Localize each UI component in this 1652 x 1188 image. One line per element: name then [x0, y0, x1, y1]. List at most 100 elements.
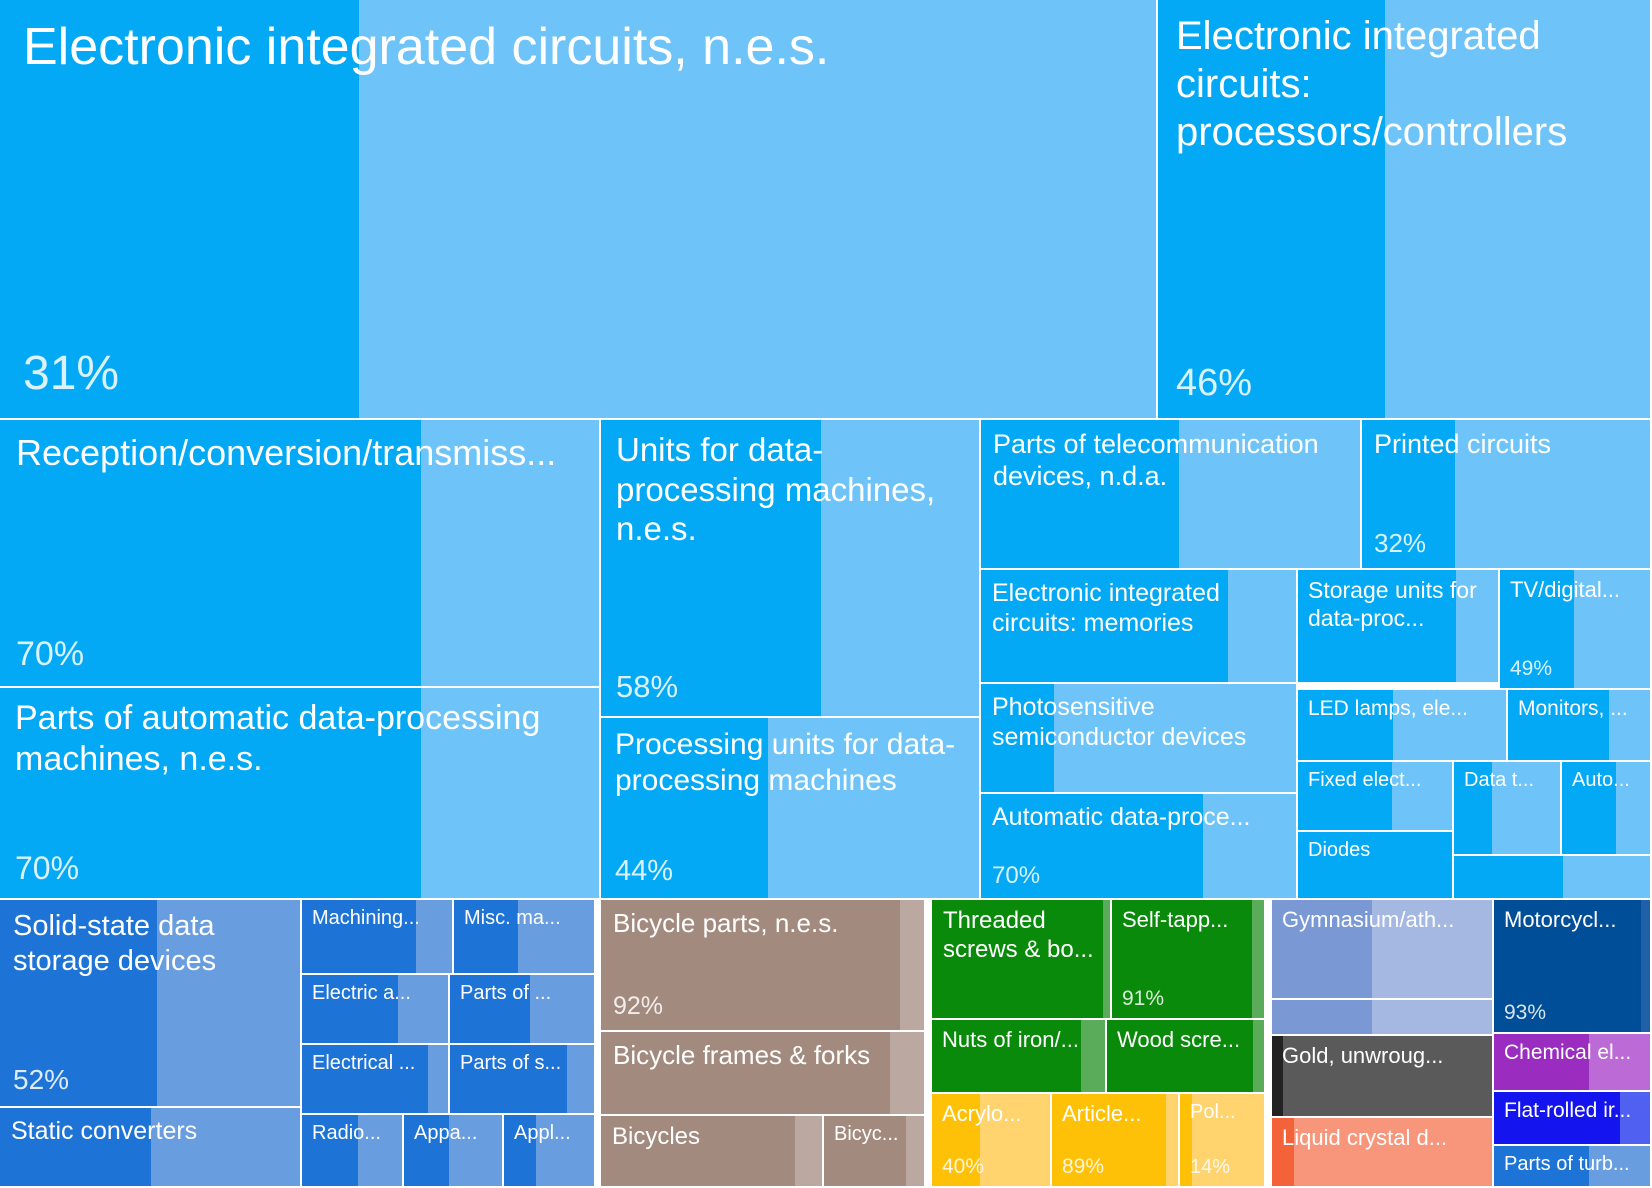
tile-22-machining[interactable]: Machining... — [302, 900, 454, 975]
tile-42-gymnasium-ath[interactable]: Gymnasium/ath... — [1272, 900, 1494, 1000]
tile-label: Processing units for data-processing mac… — [615, 728, 956, 797]
tile-45-liquid-crystal-d[interactable]: Liquid crystal d... — [1272, 1118, 1494, 1188]
tile-31-bicycle-parts-n-e-s[interactable]: Bicycle parts, n.e.s. 92% — [601, 900, 926, 1032]
tile-14-automatic-data-proce[interactable]: Automatic data-proce... 70% — [981, 794, 1298, 900]
share-percent: 32% — [1374, 528, 1427, 558]
tile-label: Acrylo... — [942, 1101, 1022, 1126]
tile-39-acrylo[interactable]: Acrylo... 40% — [932, 1094, 1052, 1188]
share-fill — [1494, 900, 1641, 1032]
tile-2-reception-conversion-transmiss[interactable]: Reception/conversion/transmiss... 70% — [0, 420, 601, 688]
tile-label: Article... — [1062, 1101, 1142, 1126]
tile-label: Diodes — [1308, 839, 1371, 861]
tile-40-article[interactable]: Article... 89% — [1052, 1094, 1180, 1188]
share-percent: 40% — [942, 1155, 985, 1178]
tile-label: Electrical ... — [312, 1052, 416, 1074]
tile-36-self-tapp[interactable]: Self-tapp... 91% — [1112, 900, 1266, 1020]
tile-21-static-converters[interactable]: Static converters — [0, 1108, 302, 1188]
tile-16-data-t[interactable]: Data t... — [1454, 762, 1562, 856]
share-fill — [1298, 570, 1456, 682]
tile-label: Radio... — [312, 1122, 381, 1144]
tile-7-printed-circuits[interactable]: Printed circuits 32% — [1362, 420, 1652, 570]
tile-25-parts-of[interactable]: Parts of ... — [450, 975, 596, 1045]
tile-35-threaded-screws-bo[interactable]: Threaded screws & bo... — [932, 900, 1112, 1020]
share-fill — [601, 420, 822, 716]
tile-label: Parts of ... — [460, 982, 552, 1004]
tile-46-motorcycl[interactable]: Motorcycl... 93% — [1494, 900, 1652, 1034]
share-fill — [0, 420, 421, 686]
tile-32-bicycle-frames-forks[interactable]: Bicycle frames & forks — [601, 1032, 926, 1116]
tile-label: Gymnasium/ath... — [1282, 907, 1455, 932]
share-percent: 70% — [15, 850, 80, 886]
share-fill — [1272, 1118, 1295, 1186]
share-fill — [824, 1116, 906, 1186]
share-fill — [1272, 1036, 1284, 1116]
share-fill — [1494, 1146, 1589, 1186]
tile-37-nuts-of-iron[interactable]: Nuts of iron/... — [932, 1020, 1107, 1094]
tile-13-monitors[interactable]: Monitors, ... — [1508, 690, 1652, 762]
tile-label: Appa... — [414, 1122, 478, 1144]
share-percent: 46% — [1176, 362, 1253, 404]
tile-17-auto[interactable]: Auto... — [1562, 762, 1652, 856]
share-fill — [1272, 1000, 1372, 1034]
tile-label: Auto... — [1572, 769, 1630, 791]
tile-49-parts-of-turb[interactable]: Parts of turb... — [1494, 1146, 1652, 1188]
tile-44-gold-unwroug[interactable]: Gold, unwroug... — [1272, 1036, 1494, 1118]
tile-11-photosensitive-semiconductor-devices[interactable]: Photosensitive semiconductor devices — [981, 684, 1298, 794]
tile-label: Bicycles — [612, 1123, 701, 1150]
share-fill — [601, 1032, 891, 1114]
tile-0-electronic-integrated-circuits-n-e-s[interactable]: Electronic integrated circuits, n.e.s. 31… — [0, 0, 1158, 420]
tile-23-misc-ma[interactable]: Misc. ma... — [454, 900, 596, 975]
share-fill — [1298, 762, 1392, 830]
tile-label: Bicycle parts, n.e.s. — [613, 908, 839, 938]
tile-34-bicyc[interactable]: Bicyc... — [824, 1116, 926, 1188]
tile-label: Parts of automatic data-processing machi… — [15, 699, 541, 778]
share-fill — [932, 1094, 980, 1186]
tile-label: Misc. ma... — [464, 907, 561, 929]
tile-label: Electronic integrated circuits, n.e.s. — [23, 18, 830, 76]
tile-48-flat-rolled-ir[interactable]: Flat-rolled ir... — [1494, 1092, 1652, 1146]
tile-33-bicycles[interactable]: Bicycles — [601, 1116, 824, 1188]
tile-1-electronic-integrated-circuits-processor[interactable]: Electronic integrated circuits: processo… — [1158, 0, 1652, 420]
tile-12-led-lamps-ele[interactable]: LED lamps, ele... — [1298, 690, 1508, 762]
tile-6-parts-of-telecommunication-devices-n-d-a[interactable]: Parts of telecommunication devices, n.d.… — [981, 420, 1362, 570]
tile-label: Pol... — [1190, 1101, 1236, 1123]
tile-18-diodes[interactable]: Diodes — [1298, 832, 1454, 900]
tile-43-unlabeled[interactable] — [1272, 1000, 1494, 1036]
tile-20-solid-state-data-storage-devices[interactable]: Solid-state data storage devices 52% — [0, 900, 302, 1108]
share-percent: 93% — [1504, 1001, 1547, 1024]
tile-label: Bicycle frames & forks — [613, 1040, 871, 1070]
share-fill — [1298, 690, 1393, 760]
share-fill — [1298, 832, 1452, 898]
tile-8-electronic-integrated-circuits-memories[interactable]: Electronic integrated circuits: memories — [981, 570, 1298, 684]
share-fill — [1272, 900, 1372, 998]
tile-4-units-for-data-processing-machines-n-e-s[interactable]: Units for data-processing machines, n.e.… — [601, 420, 981, 718]
tile-27-parts-of-s[interactable]: Parts of s... — [450, 1045, 596, 1115]
tile-29-appa[interactable]: Appa... — [404, 1115, 504, 1188]
share-fill — [1454, 856, 1563, 898]
tile-41-pol[interactable]: Pol... 14% — [1180, 1094, 1266, 1188]
tile-24-electric-a[interactable]: Electric a... — [302, 975, 450, 1045]
share-percent: 49% — [1510, 657, 1553, 680]
tile-label: Automatic data-proce... — [992, 803, 1251, 831]
tile-19-unlabeled[interactable] — [1454, 856, 1652, 900]
share-fill — [1500, 570, 1575, 688]
tile-label: Electric a... — [312, 982, 411, 1004]
tile-30-appl[interactable]: Appl... — [504, 1115, 596, 1188]
tile-10-tv-digital[interactable]: TV/digital... 49% — [1500, 570, 1652, 690]
tile-28-radio[interactable]: Radio... — [302, 1115, 404, 1188]
tile-26-electrical[interactable]: Electrical ... — [302, 1045, 450, 1115]
tile-3-parts-of-automatic-data-processing-machi[interactable]: Parts of automatic data-processing machi… — [0, 688, 601, 900]
tile-5-processing-units-for-data-processing-mac[interactable]: Processing units for data-processing mac… — [601, 718, 981, 900]
tile-47-chemical-el[interactable]: Chemical el... — [1494, 1034, 1652, 1092]
tile-label: Nuts of iron/... — [942, 1027, 1079, 1052]
tile-label: Parts of turb... — [1504, 1153, 1630, 1175]
tile-38-wood-scre[interactable]: Wood scre... — [1107, 1020, 1266, 1094]
tile-15-fixed-elect[interactable]: Fixed elect... — [1298, 762, 1454, 832]
tile-label: TV/digital... — [1510, 577, 1621, 602]
tile-9-storage-units-for-data-proc[interactable]: Storage units for data-proc... — [1298, 570, 1500, 684]
share-fill — [1362, 420, 1455, 568]
share-fill — [0, 900, 158, 1106]
share-fill — [601, 900, 900, 1030]
share-fill — [1494, 1092, 1621, 1144]
